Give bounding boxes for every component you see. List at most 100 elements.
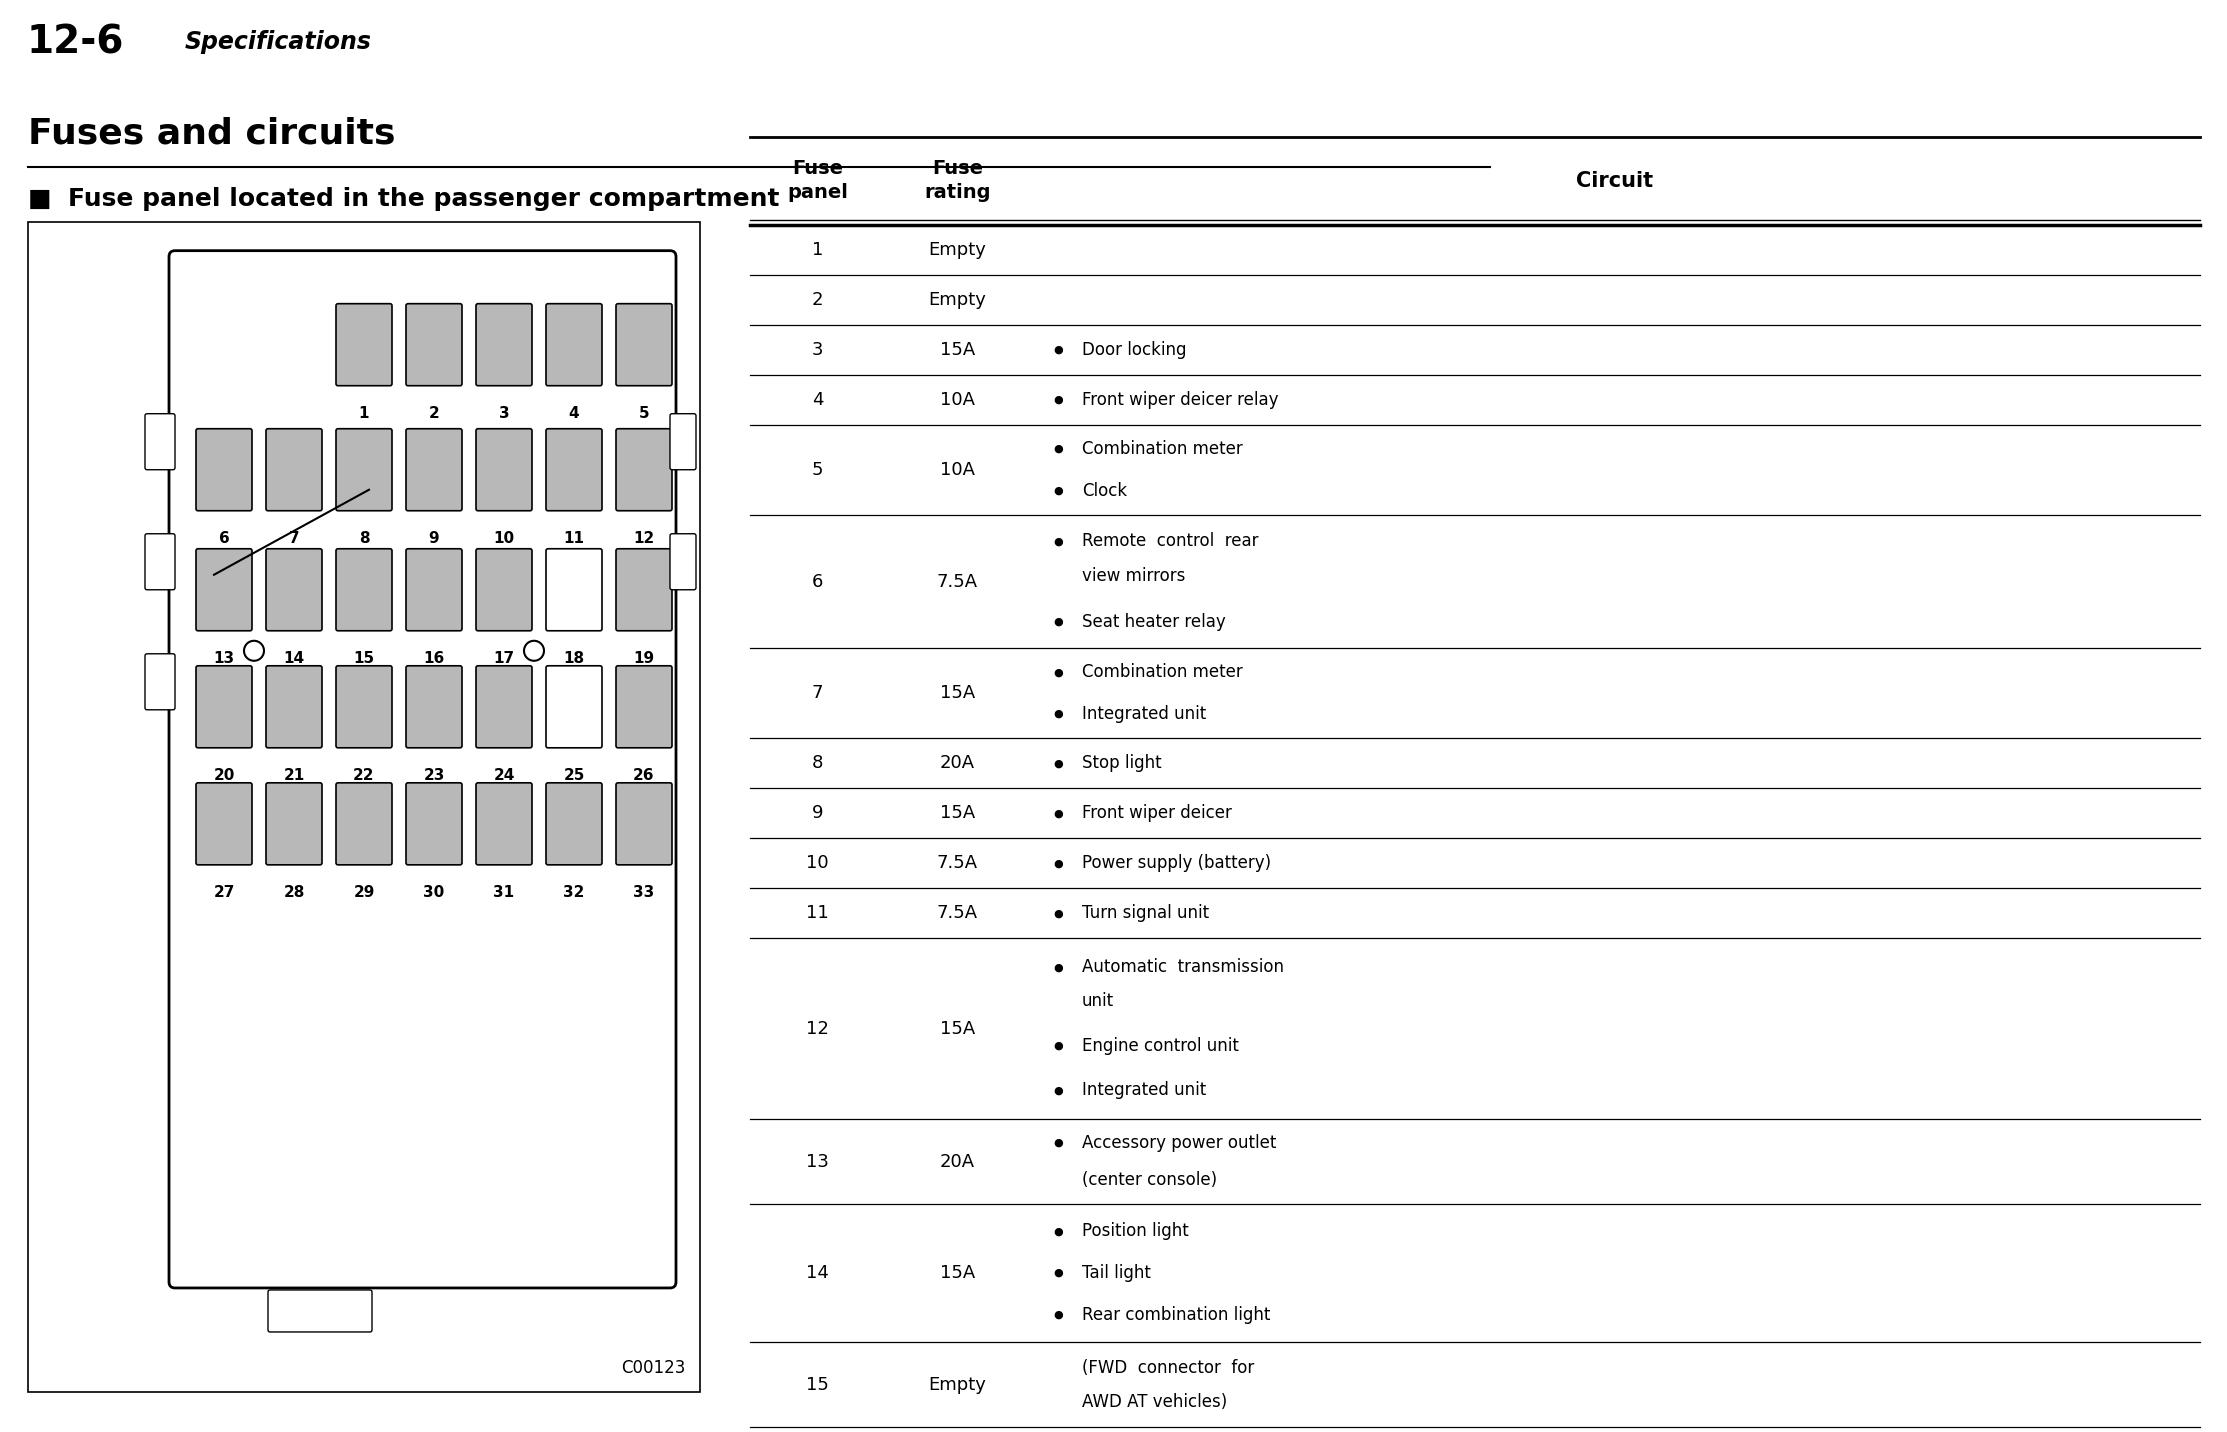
Text: ●: ● bbox=[1053, 1269, 1062, 1279]
FancyBboxPatch shape bbox=[617, 666, 673, 748]
Text: ●: ● bbox=[1053, 395, 1062, 405]
Text: 11: 11 bbox=[563, 531, 583, 546]
Text: Seat heater relay: Seat heater relay bbox=[1082, 613, 1225, 632]
Text: Clock: Clock bbox=[1082, 481, 1127, 500]
Text: 9: 9 bbox=[813, 805, 824, 822]
Text: 7.5A: 7.5A bbox=[938, 905, 978, 922]
FancyBboxPatch shape bbox=[145, 654, 176, 710]
Text: 12: 12 bbox=[632, 531, 655, 546]
Text: Fuse panel located in the passenger compartment: Fuse panel located in the passenger comp… bbox=[69, 186, 779, 211]
Text: 3: 3 bbox=[813, 341, 824, 358]
Text: 8: 8 bbox=[813, 755, 824, 772]
Text: Accessory power outlet: Accessory power outlet bbox=[1082, 1134, 1276, 1151]
Text: unit: unit bbox=[1082, 992, 1114, 1011]
Text: C00123: C00123 bbox=[621, 1359, 686, 1378]
Text: 5: 5 bbox=[639, 405, 650, 421]
Text: ●: ● bbox=[1053, 485, 1062, 495]
Text: ●: ● bbox=[1053, 536, 1062, 546]
Text: 23: 23 bbox=[423, 768, 445, 783]
FancyBboxPatch shape bbox=[405, 666, 461, 748]
Text: ●: ● bbox=[1053, 759, 1062, 769]
Text: 7.5A: 7.5A bbox=[938, 855, 978, 872]
FancyBboxPatch shape bbox=[145, 534, 176, 590]
FancyBboxPatch shape bbox=[477, 548, 532, 630]
Text: Turn signal unit: Turn signal unit bbox=[1082, 905, 1209, 922]
FancyBboxPatch shape bbox=[145, 414, 176, 470]
Text: Position light: Position light bbox=[1082, 1223, 1189, 1240]
Text: AWD AT vehicles): AWD AT vehicles) bbox=[1082, 1393, 1227, 1411]
Text: 27: 27 bbox=[214, 885, 234, 899]
Text: 10: 10 bbox=[494, 531, 514, 546]
Text: ●: ● bbox=[1053, 908, 1062, 918]
Text: 31: 31 bbox=[494, 885, 514, 899]
Text: 15: 15 bbox=[354, 650, 374, 666]
Text: (FWD  connector  for: (FWD connector for bbox=[1082, 1359, 1254, 1376]
Text: 12: 12 bbox=[806, 1020, 828, 1038]
FancyBboxPatch shape bbox=[196, 666, 252, 748]
Text: ●: ● bbox=[1053, 709, 1062, 719]
Text: Integrated unit: Integrated unit bbox=[1082, 1081, 1207, 1100]
Text: Empty: Empty bbox=[929, 1376, 987, 1393]
Text: 17: 17 bbox=[494, 650, 514, 666]
Text: view mirrors: view mirrors bbox=[1082, 567, 1185, 586]
Text: Engine control unit: Engine control unit bbox=[1082, 1037, 1238, 1055]
FancyBboxPatch shape bbox=[477, 783, 532, 865]
FancyBboxPatch shape bbox=[617, 304, 673, 385]
FancyBboxPatch shape bbox=[405, 304, 461, 385]
FancyBboxPatch shape bbox=[617, 428, 673, 511]
Text: 4: 4 bbox=[568, 405, 579, 421]
Text: 15A: 15A bbox=[940, 341, 975, 358]
Text: 4: 4 bbox=[813, 391, 824, 408]
Text: 32: 32 bbox=[563, 885, 586, 899]
Text: ■: ■ bbox=[29, 186, 51, 211]
FancyBboxPatch shape bbox=[670, 534, 697, 590]
Text: 21: 21 bbox=[283, 768, 305, 783]
Text: Power supply (battery): Power supply (battery) bbox=[1082, 855, 1272, 872]
Text: 7: 7 bbox=[813, 684, 824, 702]
Text: (center console): (center console) bbox=[1082, 1171, 1218, 1189]
FancyBboxPatch shape bbox=[546, 304, 601, 385]
Text: 15A: 15A bbox=[940, 805, 975, 822]
FancyBboxPatch shape bbox=[477, 666, 532, 748]
Text: ●: ● bbox=[1053, 858, 1062, 868]
Text: 3: 3 bbox=[499, 405, 510, 421]
Text: Empty: Empty bbox=[929, 241, 987, 259]
Text: Stop light: Stop light bbox=[1082, 755, 1162, 772]
Text: Front wiper deicer relay: Front wiper deicer relay bbox=[1082, 391, 1278, 408]
FancyBboxPatch shape bbox=[546, 428, 601, 511]
FancyBboxPatch shape bbox=[405, 783, 461, 865]
Text: 10A: 10A bbox=[940, 391, 975, 408]
Text: Circuit: Circuit bbox=[1577, 170, 1655, 190]
Text: ●: ● bbox=[1053, 617, 1062, 627]
Text: 13: 13 bbox=[214, 650, 234, 666]
Text: Tail light: Tail light bbox=[1082, 1264, 1151, 1282]
Text: 20A: 20A bbox=[940, 755, 975, 772]
Text: ●: ● bbox=[1053, 667, 1062, 677]
FancyBboxPatch shape bbox=[617, 548, 673, 630]
FancyBboxPatch shape bbox=[267, 1290, 372, 1332]
FancyBboxPatch shape bbox=[405, 428, 461, 511]
Text: 15A: 15A bbox=[940, 1020, 975, 1038]
Text: 10: 10 bbox=[806, 855, 828, 872]
Text: 26: 26 bbox=[632, 768, 655, 783]
FancyBboxPatch shape bbox=[265, 428, 323, 511]
Text: 11: 11 bbox=[806, 905, 828, 922]
FancyBboxPatch shape bbox=[546, 548, 601, 630]
Text: 2: 2 bbox=[428, 405, 439, 421]
Text: Fuses and circuits: Fuses and circuits bbox=[29, 116, 396, 150]
Text: 30: 30 bbox=[423, 885, 445, 899]
Text: 28: 28 bbox=[283, 885, 305, 899]
Text: 1: 1 bbox=[813, 241, 824, 259]
FancyBboxPatch shape bbox=[336, 428, 392, 511]
Text: Empty: Empty bbox=[929, 291, 987, 309]
Text: Front wiper deicer: Front wiper deicer bbox=[1082, 805, 1232, 822]
Text: 14: 14 bbox=[806, 1264, 828, 1282]
Text: 16: 16 bbox=[423, 650, 445, 666]
Text: ●: ● bbox=[1053, 1226, 1062, 1236]
FancyBboxPatch shape bbox=[265, 666, 323, 748]
Text: 33: 33 bbox=[632, 885, 655, 899]
Text: 20: 20 bbox=[214, 768, 234, 783]
Text: Fuse
rating: Fuse rating bbox=[924, 159, 991, 202]
Text: ●: ● bbox=[1053, 345, 1062, 355]
Text: Specifications: Specifications bbox=[185, 30, 372, 54]
